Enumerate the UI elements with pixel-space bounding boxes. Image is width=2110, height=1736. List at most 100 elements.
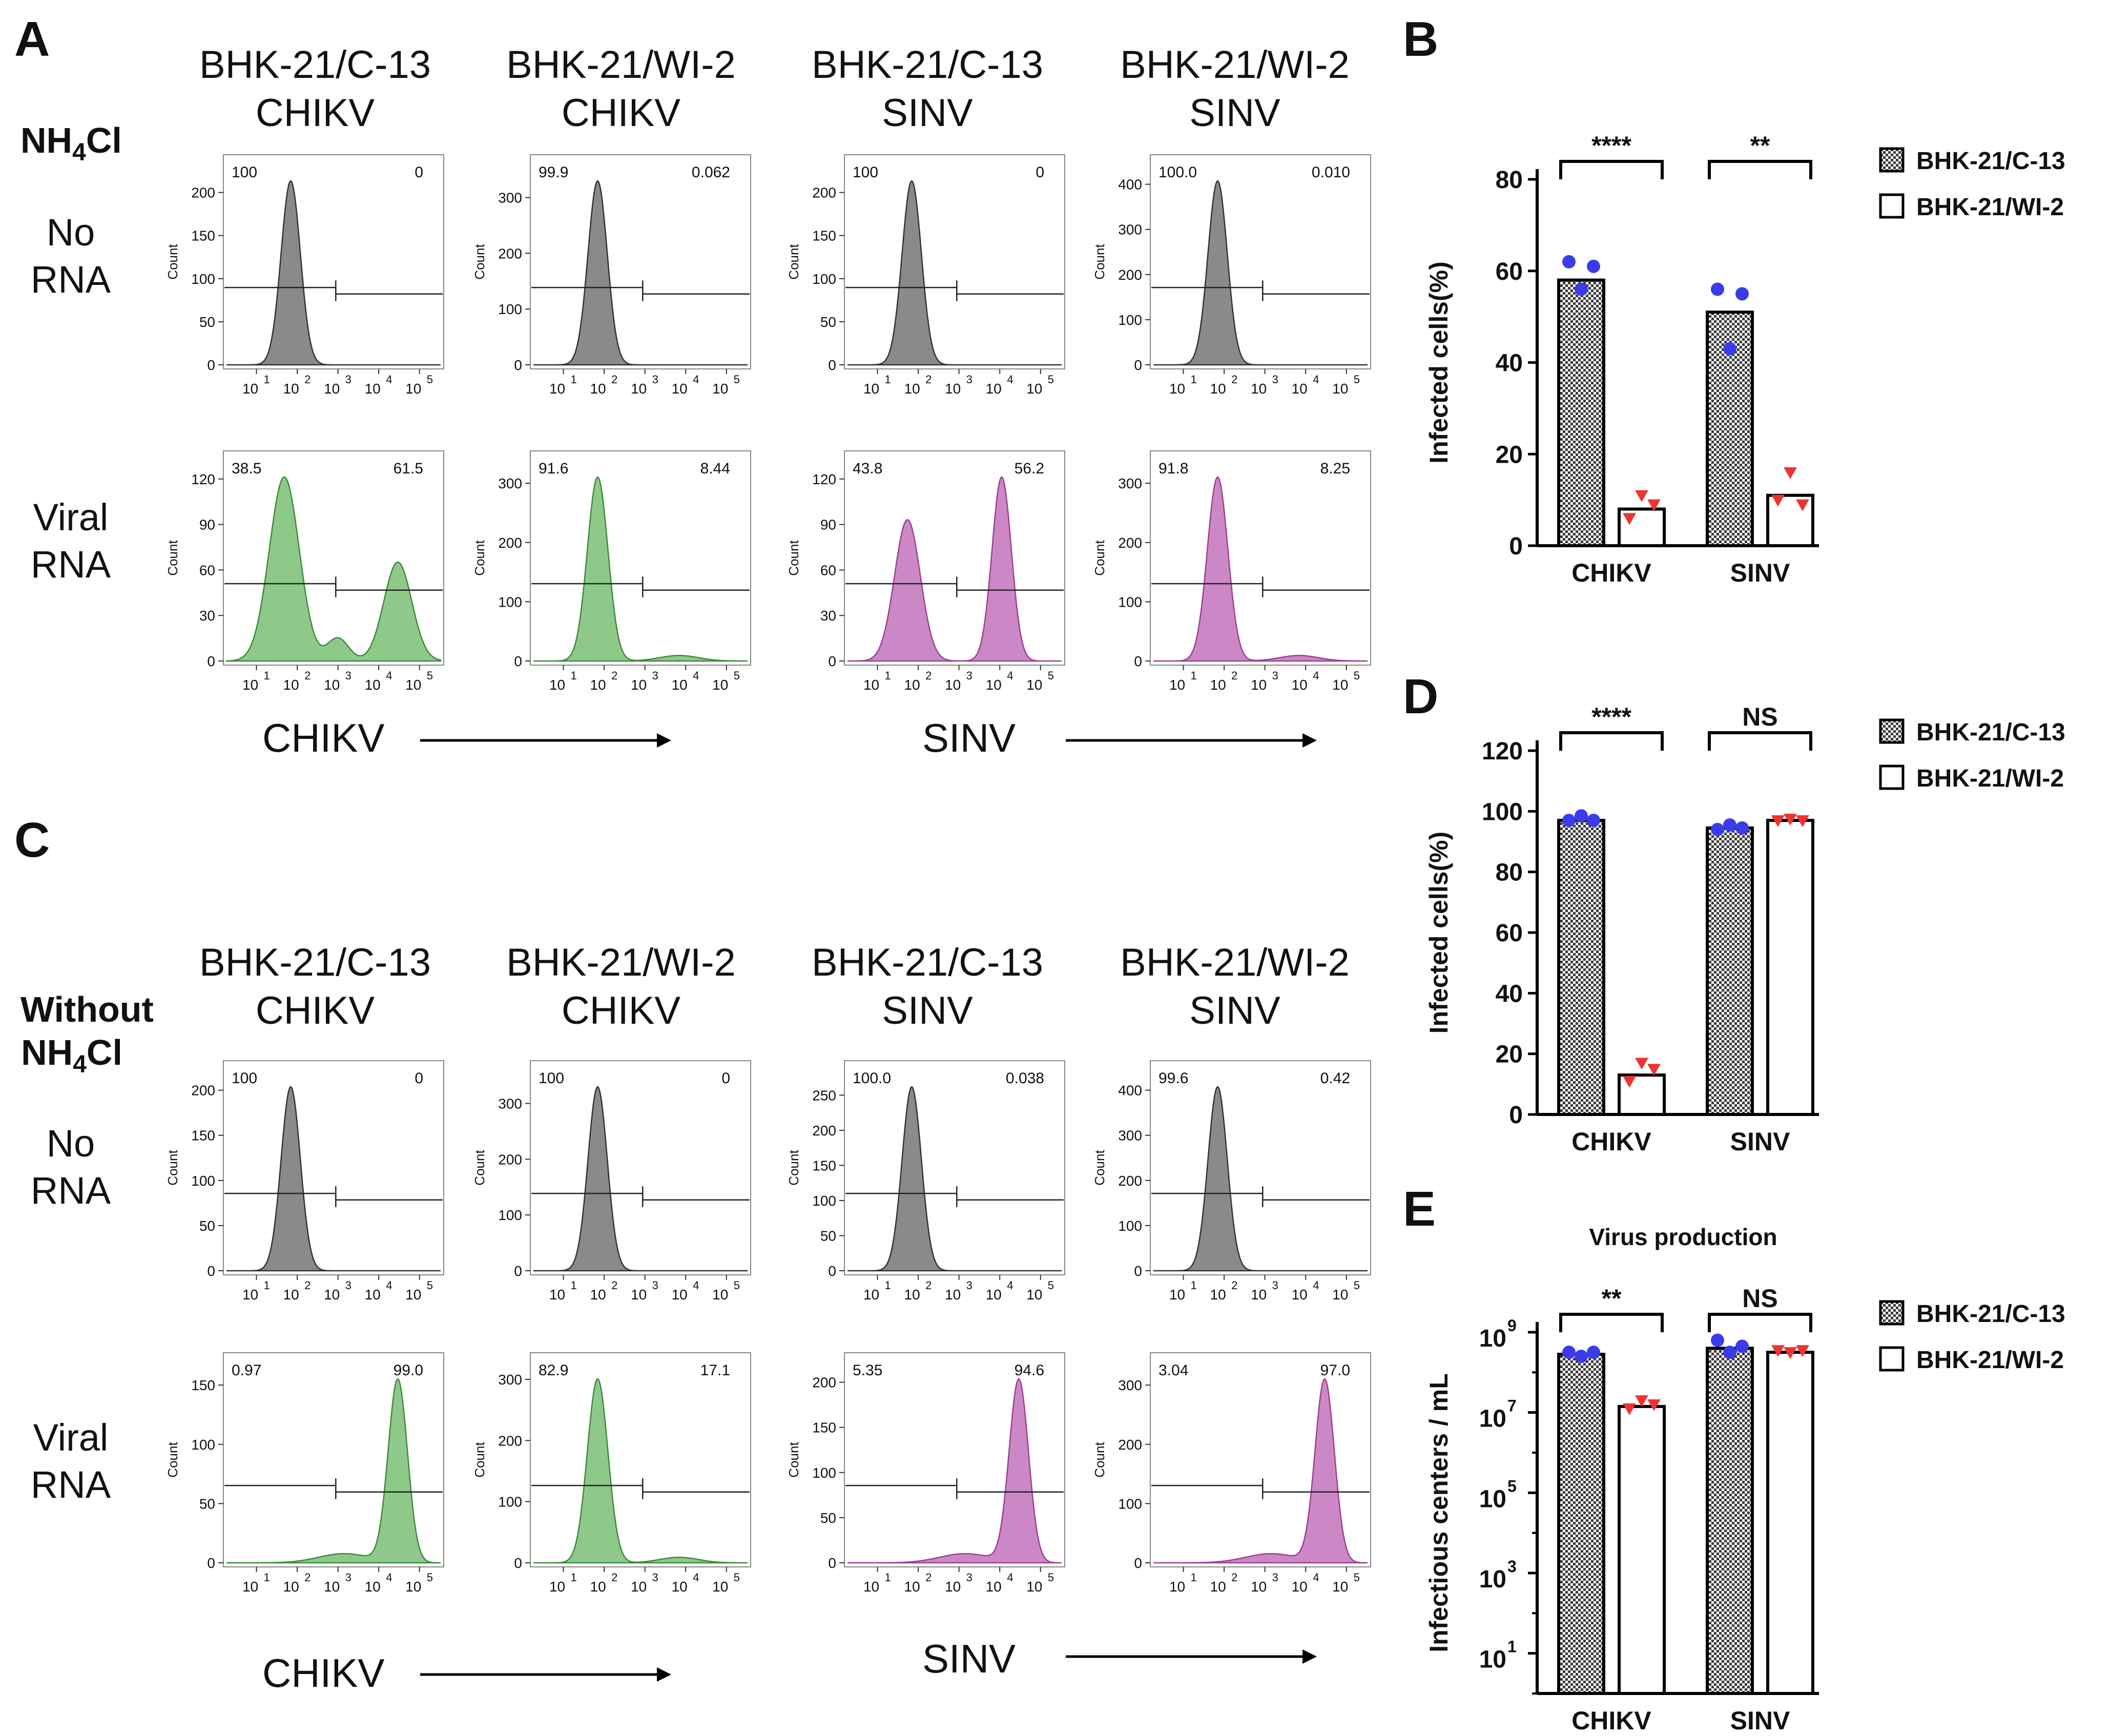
gate-right-percent: 0	[721, 1070, 730, 1087]
y-tick-label: 200	[1118, 1437, 1142, 1453]
x-tick-label: 10	[1292, 1287, 1308, 1303]
x-tick-label: 10	[712, 1579, 728, 1595]
x-tick-exponent: 4	[693, 373, 699, 386]
gate-right-percent: 97.0	[1320, 1362, 1350, 1379]
gate-right-percent: 8.25	[1320, 460, 1350, 477]
y-tick-label: 100	[812, 271, 836, 287]
x-tick-exponent: 1	[264, 1571, 270, 1584]
x-tick-label: 10	[1210, 1287, 1226, 1303]
y-tick-label: 0	[828, 1555, 836, 1571]
x-tick-exponent: 1	[885, 669, 891, 682]
x-tick-label: 10	[365, 381, 381, 397]
col-title-1: BHK-21/C-13 CHIKV	[199, 941, 431, 1032]
x-tick-label: 10	[324, 1579, 340, 1595]
significance-bracket	[1708, 731, 1812, 751]
y-tick-label: 100	[191, 1437, 215, 1453]
x-tick-exponent: 2	[304, 1279, 311, 1292]
x-tick-exponent: 5	[1354, 669, 1360, 682]
gate-right-percent: 0.42	[1320, 1070, 1350, 1087]
x-tick-label: 10	[405, 1287, 421, 1303]
bar-wi2-chikv	[1618, 1404, 1666, 1696]
condition-nh4cl: NH4Cl	[20, 120, 122, 166]
x-tick-exponent: 5	[427, 669, 433, 682]
y-tick-label: 150	[191, 1128, 215, 1144]
y-tick-label: 250	[812, 1087, 836, 1103]
gate-left-percent: 100.0	[853, 1070, 891, 1087]
point-c13	[1735, 287, 1749, 301]
point-wi2	[1796, 499, 1809, 511]
x-tick-exponent: 3	[1272, 373, 1278, 386]
y-tick-label: 150	[191, 1377, 215, 1393]
y-tick-label: 200	[498, 1151, 522, 1167]
y-tick-label: 100	[812, 1465, 836, 1481]
x-tick-exponent: 3	[1272, 669, 1278, 682]
x-tick-label: 10	[1169, 381, 1185, 397]
flow-histogram-c-r0-c2: 0 50 100 150 200 250 Count 10 1 10 2 10 3 10 4 10 5 100.0…	[786, 1060, 1065, 1303]
y-tick-label: 80	[1496, 859, 1523, 886]
x-tick-label: 10	[283, 381, 299, 397]
histogram-curve	[533, 1086, 748, 1272]
point-wi2	[1623, 1076, 1636, 1088]
histogram-curve	[533, 476, 748, 662]
y-tick-label: 40	[1496, 350, 1523, 377]
x-tick-label: 10	[1210, 677, 1226, 693]
y-tick-label: 300	[498, 476, 522, 491]
x-tick-label: 10	[1332, 381, 1348, 397]
y-tick-label: 0	[1134, 653, 1142, 669]
x-tick-exponent: 1	[885, 1571, 891, 1584]
significance-bracket	[1708, 160, 1812, 179]
y-tick-label: 120	[191, 471, 215, 487]
x-tick-exponent: 4	[386, 373, 392, 386]
histogram-frame	[530, 154, 751, 369]
y-tick-label: 80	[1496, 167, 1523, 194]
y-tick-label: 60	[820, 562, 836, 578]
x-tick-label: 10	[283, 1579, 299, 1595]
point-wi2	[1796, 815, 1809, 828]
x-tick-label: 10	[863, 677, 879, 693]
y-axis-label: Count	[1092, 1150, 1107, 1186]
point-wi2	[1784, 814, 1797, 826]
x-tick-exponent: 2	[925, 373, 932, 386]
y-tick-exponent: 7	[1507, 1397, 1517, 1415]
histogram-curve	[847, 476, 1062, 662]
x-tick-exponent: 3	[966, 669, 973, 682]
histogram-curve	[847, 1378, 1062, 1564]
y-tick-label: 100	[812, 1193, 836, 1209]
x-tick-label: 10	[986, 1287, 1002, 1303]
point-wi2	[1647, 1064, 1661, 1076]
gate-left-percent: 100	[539, 1070, 564, 1087]
x-tick-label: 10	[365, 1287, 381, 1303]
point-c13	[1575, 809, 1588, 823]
axis-arrow-sinv-c-head	[1302, 1649, 1317, 1664]
x-tick-label: 10	[1169, 1287, 1185, 1303]
x-tick-label: 10	[1292, 1579, 1308, 1595]
axis-label-sinv-c: SINV	[922, 1636, 1016, 1681]
x-tick-label: 10	[242, 1287, 258, 1303]
y-axis-label: Count	[786, 1442, 801, 1478]
x-tick-exponent: 1	[1191, 1279, 1197, 1292]
x-tick-label-chikv: CHIKV	[1571, 1706, 1651, 1735]
y-tick-label: 100	[1482, 798, 1523, 825]
y-axis-label: Infectious centers / mL	[1424, 1373, 1453, 1652]
x-tick-label: 10	[672, 381, 688, 397]
y-tick-label: 0	[514, 653, 522, 669]
x-tick-exponent: 1	[264, 669, 270, 682]
y-tick-label: 100	[1118, 1496, 1142, 1512]
y-tick-label: 30	[820, 608, 836, 624]
histogram-curve	[226, 1378, 441, 1564]
gate-left-percent: 99.6	[1159, 1070, 1188, 1087]
x-tick-label: 10	[549, 1579, 565, 1595]
point-wi2	[1635, 490, 1648, 502]
y-tick-label: 100	[1118, 1218, 1142, 1234]
y-axis-label: Count	[165, 244, 180, 280]
histogram-curve	[1153, 476, 1368, 662]
bar-wi2-sinv	[1766, 1351, 1814, 1696]
point-wi2	[1647, 499, 1661, 511]
significance-label: ****	[1591, 131, 1631, 160]
y-tick-label: 10	[1479, 1406, 1506, 1433]
histogram-curve	[1153, 180, 1368, 366]
col-title-3: BHK-21/C-13 SINV	[812, 941, 1043, 1032]
x-tick-label: 10	[405, 677, 421, 693]
